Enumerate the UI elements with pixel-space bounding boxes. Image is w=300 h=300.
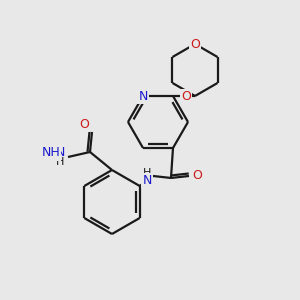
Text: N: N <box>142 175 152 188</box>
Text: O: O <box>79 118 89 130</box>
Text: N: N <box>55 146 65 160</box>
Text: NH: NH <box>42 146 60 160</box>
Text: O: O <box>192 169 202 182</box>
Text: O: O <box>190 38 200 50</box>
Text: O: O <box>181 89 191 103</box>
Text: H: H <box>56 157 64 167</box>
Text: H: H <box>143 168 151 178</box>
Text: N: N <box>138 89 148 103</box>
